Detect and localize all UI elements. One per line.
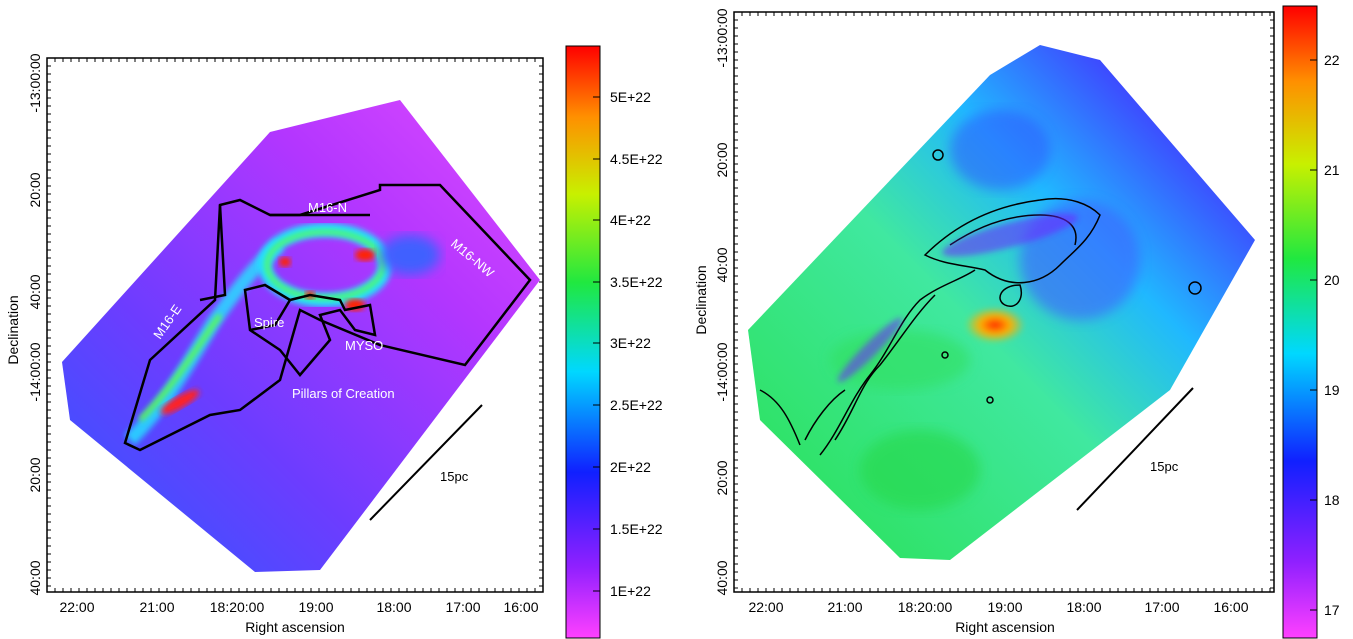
right-axes-frame	[733, 11, 1275, 593]
right-scale-bar-label: 15pc	[1150, 459, 1179, 474]
left-colorbar-label: 1.5E+22	[610, 521, 663, 537]
left-panel: M16-N M16-NW M16-E Spire MYSO Pillars of…	[5, 45, 663, 639]
left-scale-bar-label: 15pc	[440, 469, 469, 484]
right-colorbar	[1282, 5, 1318, 639]
right-x-tick-label: 18:20:00	[898, 599, 953, 615]
right-y-axis-label: Declination	[693, 265, 709, 334]
region-label-myso: MYSO	[345, 338, 383, 353]
left-x-tick-label: 19:00	[298, 599, 333, 615]
right-colorbar-label: 18	[1324, 492, 1340, 508]
right-y-tick-label: 40:00	[714, 247, 730, 282]
right-y-tick-label: 40:00	[714, 560, 730, 595]
left-region-outlines	[123, 183, 532, 452]
left-colorbar-label: 3.5E+22	[610, 274, 663, 290]
left-y-tick-label: 20:00	[27, 172, 43, 207]
right-colorbar-tick-labels: 22 21 20 19 18 17	[1324, 52, 1340, 618]
right-x-tick-label: 18:00	[1066, 599, 1101, 615]
left-y-tick-label: 40:00	[27, 560, 43, 595]
right-x-tick-label: 17:00	[1144, 599, 1179, 615]
region-label-m16-n: M16-N	[308, 200, 347, 215]
left-colorbar-label: 3E+22	[610, 335, 651, 351]
left-colorbar-label: 4.5E+22	[610, 151, 663, 167]
region-label-pillars: Pillars of Creation	[292, 386, 395, 401]
right-contours	[759, 149, 1202, 456]
right-y-tick-label: 20:00	[714, 460, 730, 495]
left-x-tick-label: 18:00	[376, 599, 411, 615]
left-y-tick-label: -13:00:00	[27, 53, 43, 112]
right-colorbar-label: 19	[1324, 382, 1340, 398]
left-colorbar-label: 4E+22	[610, 212, 651, 228]
left-colorbar-label: 2E+22	[610, 459, 651, 475]
right-x-tick-label: 22:00	[748, 599, 783, 615]
right-x-tick-label: 16:00	[1213, 599, 1248, 615]
left-x-axis-label: Right ascension	[245, 619, 345, 635]
left-colorbar-label: 5E+22	[610, 89, 651, 105]
left-colorbar-label: 2.5E+22	[610, 397, 663, 413]
right-colorbar-ticks	[1310, 59, 1317, 611]
right-panel: 15pc 22:00 21:00 18:20:00 19:00 18:00 17…	[693, 5, 1340, 639]
right-colorbar-label: 22	[1324, 52, 1340, 68]
left-x-tick-label: 17:00	[445, 599, 480, 615]
left-colorbar-label: 1E+22	[610, 583, 651, 599]
right-y-tick-label: -13:00:00	[714, 8, 730, 67]
right-scale-bar	[1076, 387, 1194, 511]
right-x-tick-label: 21:00	[827, 599, 862, 615]
left-x-tick-label: 21:00	[139, 599, 174, 615]
right-y-tick-label: -14:00:00	[714, 342, 730, 401]
left-x-tick-label: 22:00	[59, 599, 94, 615]
left-x-tick-label: 18:20:00	[210, 599, 265, 615]
region-label-spire: Spire	[254, 315, 284, 330]
left-y-tick-label: 20:00	[27, 457, 43, 492]
left-colorbar-ticks	[593, 96, 600, 592]
right-colorbar-label: 20	[1324, 272, 1340, 288]
left-y-tick-label: -14:00:00	[27, 342, 43, 401]
right-colorbar-label: 21	[1324, 162, 1340, 178]
right-x-tick-label: 19:00	[987, 599, 1022, 615]
right-filament-fill	[837, 213, 1078, 383]
left-y-tick-label: 40:00	[27, 274, 43, 309]
right-y-tick-labels: -13:00:00 20:00 40:00 -14:00:00 20:00 40…	[714, 8, 730, 595]
left-x-tick-label: 16:00	[503, 599, 538, 615]
right-colorbar-label: 17	[1324, 602, 1340, 618]
left-map-image	[62, 100, 540, 572]
left-y-axis-label: Declination	[5, 295, 21, 364]
right-x-axis-label: Right ascension	[955, 619, 1055, 635]
left-colorbar	[565, 45, 601, 639]
right-y-tick-label: 20:00	[714, 142, 730, 177]
left-scale-bar	[369, 404, 483, 521]
left-x-tick-labels: 22:00 21:00 18:20:00 19:00 18:00 17:00 1…	[59, 599, 538, 615]
right-x-tick-labels: 22:00 21:00 18:20:00 19:00 18:00 17:00 1…	[748, 599, 1248, 615]
left-y-tick-labels: -13:00:00 20:00 40:00 -14:00:00 20:00 40…	[27, 53, 43, 595]
left-colorbar-tick-labels: 5E+22 4.5E+22 4E+22 3.5E+22 3E+22 2.5E+2…	[610, 89, 663, 599]
